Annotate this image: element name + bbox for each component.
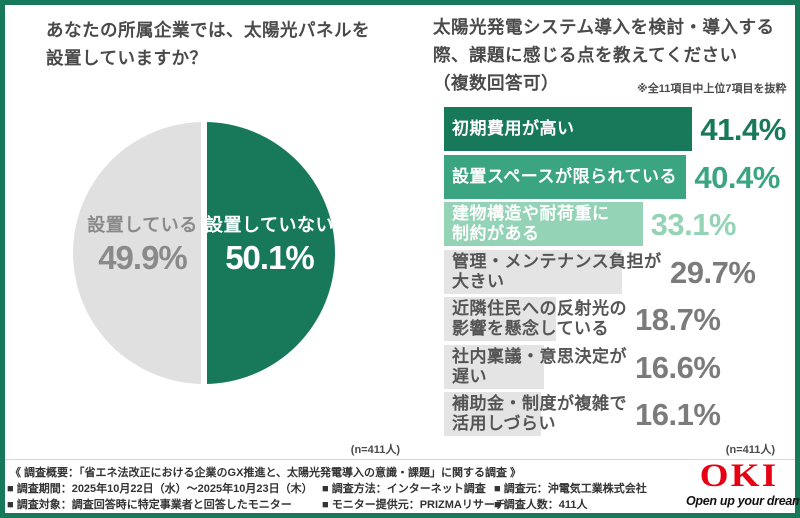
bar-chart-title: 太陽光発電システム導入を検討・導入する 際、課題に感じる点を教えてください （複…	[433, 13, 774, 97]
bar-value-label: 16.6%	[635, 349, 721, 385]
bar-chart-title-line3: （複数回答可）	[433, 73, 559, 93]
pie-chart	[73, 122, 335, 384]
bar-row: 近隣住民への反射光の 影響を懸念している 18.7%	[444, 297, 796, 341]
bar-fill	[444, 107, 693, 151]
bar-value-label: 41.4%	[700, 112, 786, 147]
bar-value-label: 29.7%	[670, 254, 756, 290]
pie-callout-not-installed: 設置していない 50.1%	[177, 213, 362, 276]
bar-fill	[444, 392, 541, 436]
bar-fill	[444, 249, 623, 294]
survey-source: ■ 調査元：沖電気工業株式会社	[494, 483, 647, 495]
survey-overview: 《 調査概要：「省エネ法改正における企業のGX推進と、太陽光発電導入の意識・課題…	[10, 467, 522, 479]
survey-monitor-provider: ■ モニター提供元：PRIZMAリサーチ	[322, 499, 506, 511]
bar-value-label: 16.1%	[635, 397, 721, 432]
pie-sample-size: (n=411人)	[350, 444, 400, 456]
survey-respondents: ■ 調査人数：411人	[494, 499, 588, 511]
pie-chart-title: あなたの所属企業では、太陽光パネルを 設置していますか？	[46, 16, 370, 72]
bar-sample-size: (n=411人)	[725, 444, 775, 456]
oki-logo-tagline: Open up your dreams	[686, 494, 800, 508]
bar-fill	[444, 297, 557, 341]
bar-category-label: 社内稟議・意思決定が 遅い	[452, 346, 627, 386]
bar-value-label: 33.1%	[650, 207, 737, 242]
bar-category-label: 管理・メンテナンス負担が 大きい	[452, 251, 662, 291]
pie-slice-label-installed: 設置している	[87, 215, 198, 235]
bar-chart-title-line2: 際、課題に感じる点を教えてください	[433, 45, 738, 65]
bar-chart-note: ※全11項目中上位7項目を抜粋	[637, 83, 787, 95]
bar-category-label: 補助金・制度が複雑で 活用しづらい	[452, 394, 627, 433]
bar-row: 社内稟議・意思決定が 遅い 16.6%	[444, 344, 796, 389]
pie-slice-value-installed: 49.9%	[98, 239, 188, 276]
oki-logo-text: OKI	[699, 458, 779, 494]
bar-row: 管理・メンテナンス負担が 大きい 29.7%	[444, 249, 796, 294]
bar-row: 設置スペースが限られている 40.4%	[444, 154, 796, 199]
bar-row: 補助金・制度が複雑で 活用しづらい 16.1%	[444, 392, 796, 436]
bar-rows: 初期費用が高い 41.4% 設置スペースが限られている 40.4% 建物構造や耐荷重に制…	[444, 107, 796, 441]
oki-logo: OKI Open up your dreams	[686, 458, 800, 508]
pie-callout-installed: 設置している 49.9%	[50, 213, 235, 276]
bar-value-label: 40.4%	[694, 159, 780, 195]
pie-slice-divider	[201, 122, 207, 384]
bar-category-label: 設置スペースが限られている	[452, 166, 677, 186]
pie-slice-value-not-installed: 50.1%	[225, 239, 315, 276]
pie-chart-title-line2: 設置していますか？	[46, 48, 208, 68]
bar-row: 初期費用が高い 41.4%	[444, 107, 796, 151]
survey-method: ■ 調査方法：インターネット調査	[322, 483, 486, 495]
footer-divider	[5, 459, 795, 460]
bar-value-label: 18.7%	[635, 302, 721, 337]
survey-period: ■ 調査期間：2025年10月22日（水）～2025年10月23日（木）	[7, 483, 313, 495]
bar-category-label: 建物構造や耐荷重に 制約がある	[452, 204, 610, 243]
bar-chart-title-line1: 太陽光発電システム導入を検討・導入する	[433, 17, 775, 37]
pie-chart-title-line1: あなたの所属企業では、太陽光パネルを	[46, 20, 370, 40]
bar-row: 建物構造や耐荷重に 制約がある 33.1%	[444, 202, 796, 246]
survey-target: ■ 調査対象：調査回答時に特定事業者と回答したモニター	[7, 499, 292, 511]
bar-category-label: 初期費用が高い	[452, 119, 575, 138]
pie-slice-label-not-installed: 設置していない	[205, 215, 334, 235]
bar-fill	[444, 154, 687, 199]
bar-fill	[444, 344, 544, 389]
bar-category-label: 近隣住民への反射光の 影響を懸念している	[452, 299, 627, 338]
bar-fill	[444, 202, 643, 246]
